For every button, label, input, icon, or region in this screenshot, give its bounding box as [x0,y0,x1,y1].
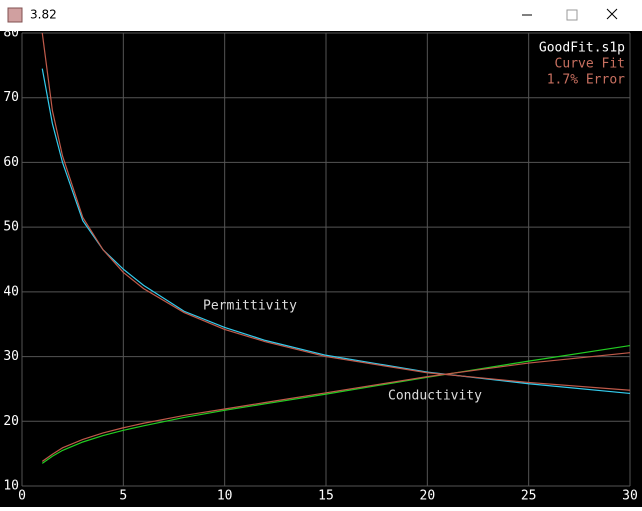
y-tick-label: 70 [3,90,19,105]
x-tick-label: 25 [521,489,537,504]
x-tick-label: 10 [217,489,233,504]
window-title: 3.82 [30,8,57,22]
x-tick-label: 15 [318,489,334,504]
plot: 10 20 30 40 50 60 70 80 0 5 10 15 20 25 30 Permittivity… [3,26,637,504]
x-tick-label: 30 [622,489,638,504]
app-icon [7,7,23,23]
plot-background [0,31,642,507]
x-tick-label: 0 [18,489,26,504]
legend-entry: Curve Fit [555,57,625,72]
curve-label: Conductivity [388,389,482,404]
curve-label: Permittivity [203,299,297,314]
fit-line [41,352,631,462]
fit-line [41,32,631,391]
y-tick-label: 80 [3,26,19,41]
maximize-button[interactable] [566,9,578,21]
title-bar [0,0,642,31]
close-button[interactable] [606,8,618,20]
y-tick-label: 50 [3,220,19,235]
legend-entry: GoodFit.s1p [539,41,625,56]
y-tick-label: 30 [3,349,19,364]
data-line [41,68,631,395]
x-tick-label: 5 [119,489,127,504]
legend-entry: 1.7% Error [547,73,625,88]
y-tick-label: 60 [3,155,19,170]
y-tick-label: 10 [3,479,19,494]
data-line [41,344,631,464]
y-tick-label: 20 [3,414,19,429]
x-tick-label: 20 [420,489,436,504]
y-tick-label: 40 [3,284,19,299]
